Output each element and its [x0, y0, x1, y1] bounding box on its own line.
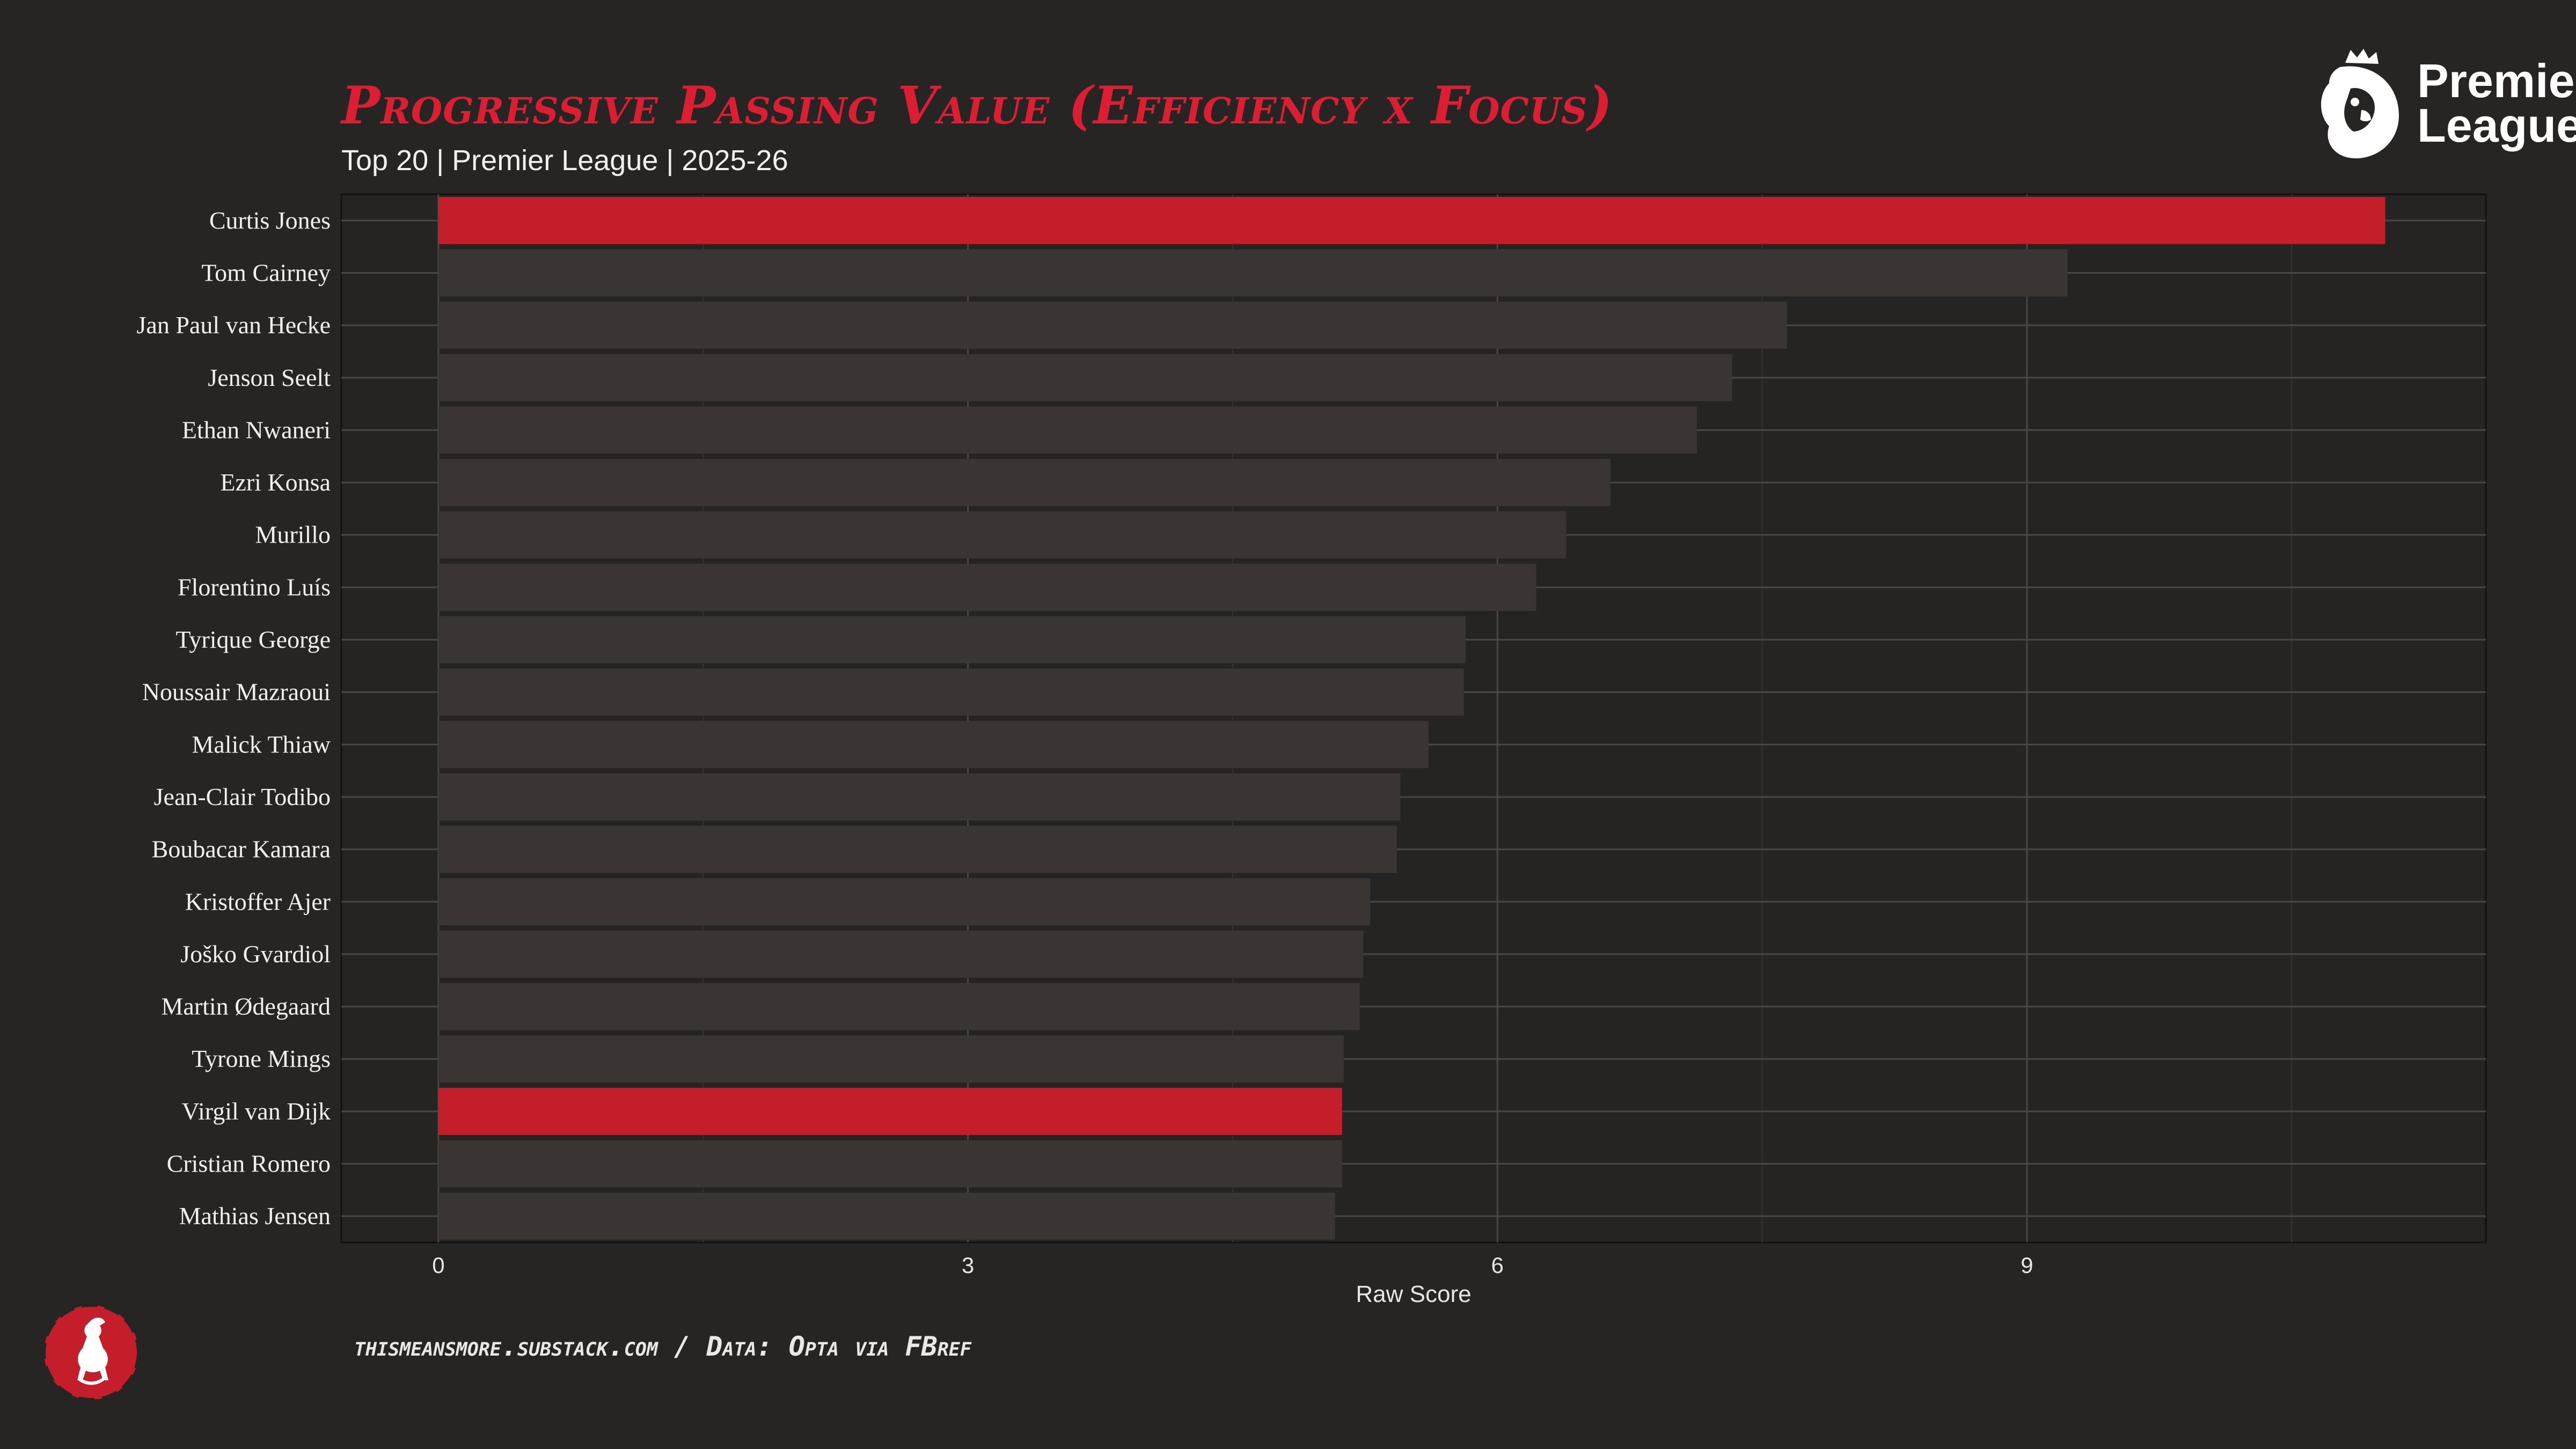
chart-subtitle: Top 20 | Premier League | 2025-26: [341, 144, 788, 177]
bar-mathias-jensen: [438, 1192, 1335, 1240]
y-tick-label: Cristian Romero: [167, 1150, 331, 1177]
bar-curtis-jones: [438, 196, 2385, 244]
bar-jan-paul-van-hecke: [438, 302, 1787, 349]
source-note: thismeansmore.substack.com / Data: Opta …: [354, 1331, 971, 1362]
bar-cristian-romero: [438, 1140, 1342, 1188]
bar-martin-degaard: [438, 983, 1360, 1030]
bar-boubacar-kamara: [438, 825, 1397, 873]
y-tick-label: Jenson Seelt: [208, 364, 331, 391]
x-tick-label: 0: [432, 1253, 444, 1278]
bar-virgil-van-dijk: [438, 1087, 1342, 1135]
liverpool-crest-icon: [38, 1299, 145, 1406]
y-tick-label: Virgil van Dijk: [182, 1097, 331, 1125]
bar-kristoffer-ajer: [438, 878, 1371, 926]
bar-tom-cairney: [438, 249, 2068, 297]
y-tick-label: Tom Cairney: [201, 259, 331, 286]
bar-tyrone-mings: [438, 1035, 1344, 1083]
y-tick-label: Tyrone Mings: [192, 1045, 331, 1072]
y-tick-label: Boubacar Kamara: [152, 836, 331, 863]
bar-jean-clair-todibo: [438, 773, 1401, 821]
bar-murillo: [438, 511, 1567, 559]
y-tick-label: Jean-Clair Todibo: [154, 783, 331, 810]
x-tick-label: 3: [962, 1253, 974, 1278]
chart-title: Progressive Passing Value (Efficiency x …: [341, 75, 1613, 136]
lion-icon: [2321, 49, 2399, 158]
bar-ezri-konsa: [438, 459, 1611, 507]
bars: [438, 196, 2385, 1240]
x-tick-label: 9: [2021, 1253, 2033, 1278]
x-tick-label: 6: [1491, 1253, 1504, 1278]
bar-noussair-mazraoui: [438, 668, 1464, 716]
bar-malick-thiaw: [438, 721, 1429, 769]
y-tick-label: Curtis Jones: [209, 207, 331, 234]
bar-ethan-nwaneri: [438, 406, 1697, 454]
plot-panel: [340, 193, 2487, 1243]
y-tick-label: Joško Gvardiol: [180, 940, 331, 968]
y-tick-label: Tyrique George: [176, 626, 331, 653]
bar-tyrique-george: [438, 616, 1466, 663]
y-tick-label: Martin Ødegaard: [162, 993, 331, 1020]
y-tick-label: Mathias Jensen: [179, 1202, 331, 1230]
bar-jenson-seelt: [438, 354, 1732, 401]
y-tick-label: Jan Paul van Hecke: [137, 311, 331, 339]
y-tick-label: Kristoffer Ajer: [185, 888, 331, 915]
premier-league-logo: Premier League: [2313, 46, 2576, 164]
x-tick-labels: 0 3 6 9: [432, 1253, 2033, 1278]
premier-league-logo-word-league: League: [2417, 99, 2576, 152]
y-tick-labels: Curtis Jones Tom Cairney Jan Paul van Heck…: [137, 207, 331, 1230]
y-tick-label: Florentino Luís: [178, 573, 331, 601]
y-tick-label: Malick Thiaw: [192, 730, 331, 758]
premier-league-logo-word-premier: Premier: [2417, 54, 2576, 107]
bar-jo-ko-gvardiol: [438, 930, 1364, 978]
y-tick-label: Murillo: [255, 521, 331, 548]
y-tick-label: Ethan Nwaneri: [182, 416, 331, 443]
y-tick-label: Noussair Mazraoui: [142, 678, 331, 706]
y-tick-label: Ezri Konsa: [220, 469, 331, 496]
bar-florentino-lu-s: [438, 564, 1536, 611]
x-axis-label: Raw Score: [1356, 1281, 1471, 1307]
